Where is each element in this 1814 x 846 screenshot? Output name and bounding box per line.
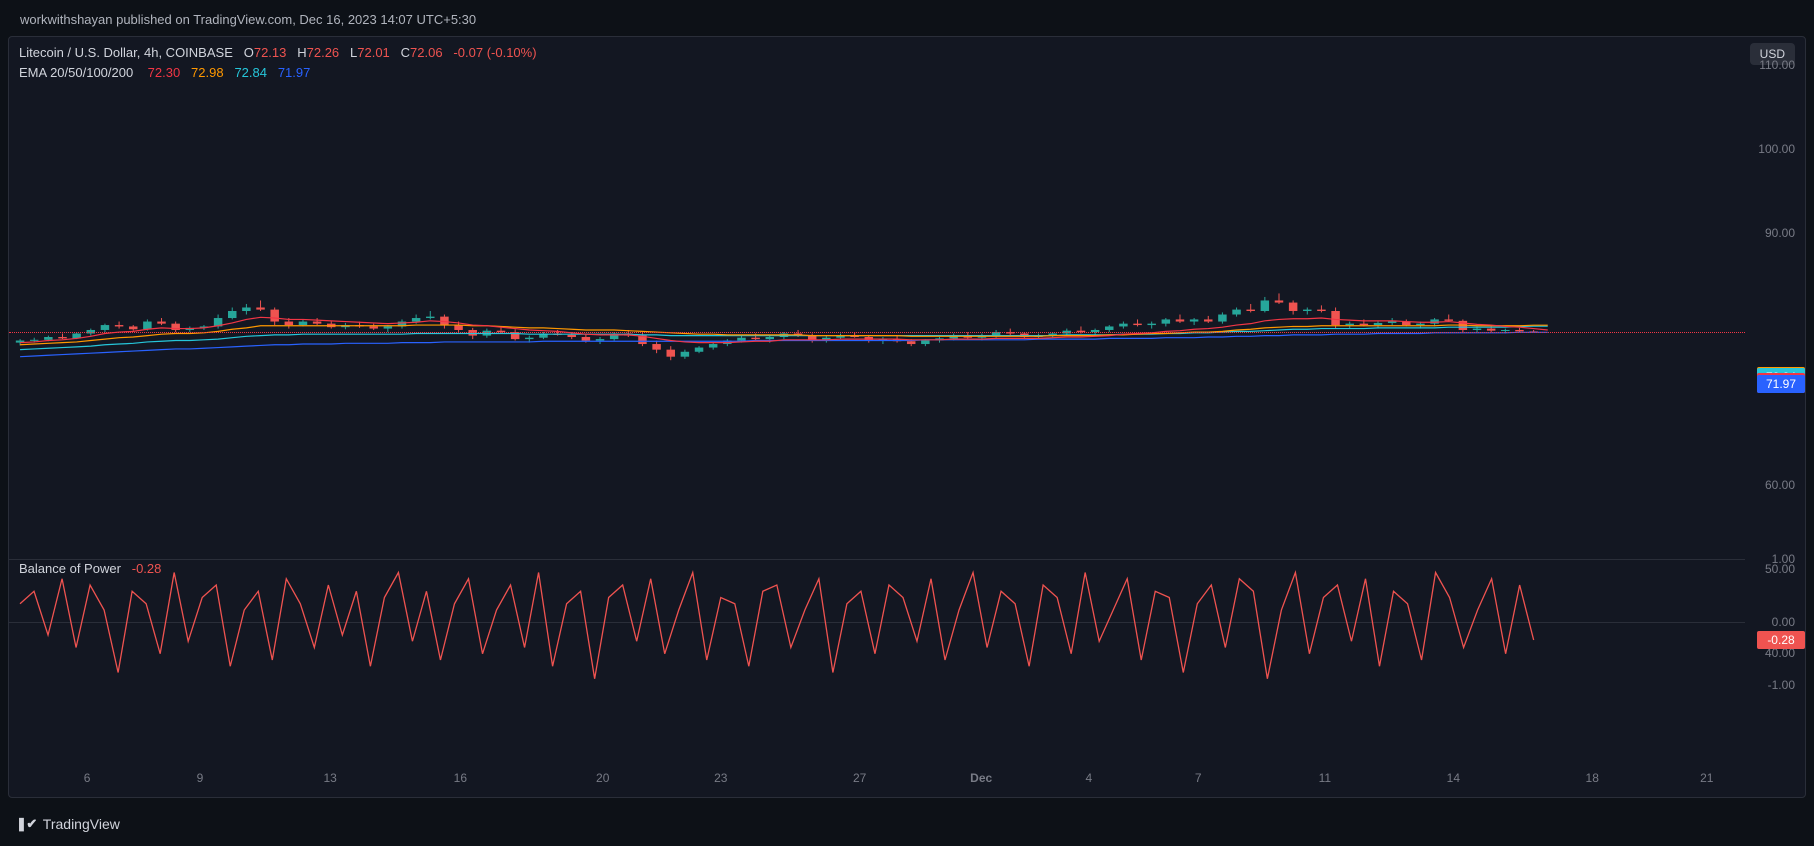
y-tick: 110.00 [1759,58,1795,72]
x-tick: Dec [970,771,992,785]
x-tick: 13 [323,771,336,785]
x-tick: 7 [1195,771,1202,785]
x-tick: 9 [197,771,204,785]
ohlc-c-label: C [401,45,410,60]
bop-legend: Balance of Power -0.28 [19,561,161,576]
tradingview-icon: ❚✔ [16,816,37,832]
bop-label: Balance of Power [19,561,121,576]
x-tick: 18 [1586,771,1599,785]
symbol-label: Litecoin / U.S. Dollar, 4h, COINBASE [19,45,233,60]
ohlc-h-label: H [297,45,306,60]
x-tick: 4 [1085,771,1092,785]
footer-text: TradingView [43,816,120,832]
ohlc-c: 72.06 [410,45,443,60]
y-tick: 90.00 [1765,226,1795,240]
footer-logo: ❚✔ TradingView [16,816,120,832]
x-tick: 20 [596,771,609,785]
ema20-value: 72.30 [148,65,181,80]
ohlc-o-label: O [244,45,254,60]
x-tick: 6 [84,771,91,785]
price-tag: 71.97 [1757,375,1805,393]
x-tick: 27 [853,771,866,785]
ohlc-h: 72.26 [307,45,340,60]
chart-container: USD Litecoin / U.S. Dollar, 4h, COINBASE… [8,36,1806,798]
x-tick: 16 [454,771,467,785]
x-tick: 14 [1447,771,1460,785]
x-tick: 21 [1700,771,1713,785]
byline: workwithshayan published on TradingView.… [20,12,476,27]
chart-legend: Litecoin / U.S. Dollar, 4h, COINBASE O72… [19,43,537,82]
current-price-line [9,332,1745,333]
ema200-value: 71.97 [278,65,311,80]
ohlc-l: 72.01 [357,45,390,60]
time-x-axis[interactable]: 6 9 13 16 20 23 27 Dec 4 7 11 14 18 21 [9,771,1745,791]
x-tick: 23 [714,771,727,785]
ema100-value: 72.84 [234,65,267,80]
y-tick: -1.00 [1768,678,1795,692]
bop-value: -0.28 [132,561,162,576]
ema50-value: 72.98 [191,65,224,80]
price-plot[interactable] [9,65,1745,557]
ema-label: EMA 20/50/100/200 [19,65,133,80]
y-tick: 1.00 [1772,552,1795,566]
y-tick: 100.00 [1758,142,1795,156]
y-tick: 60.00 [1765,478,1795,492]
bop-plot[interactable] [9,559,1745,685]
ohlc-o: 72.13 [254,45,287,60]
y-tick: 0.00 [1772,615,1795,629]
bop-y-axis[interactable]: 1.000.00-1.00-0.28 [1745,559,1805,685]
bop-price-tag: -0.28 [1757,631,1805,649]
x-tick: 11 [1319,771,1331,785]
ohlc-change: -0.07 [453,45,483,60]
ohlc-change-pct: (-0.10%) [487,45,537,60]
